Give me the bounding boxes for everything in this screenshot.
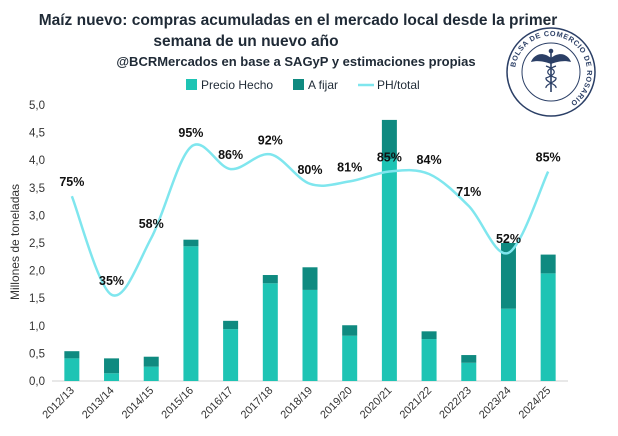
ph-total-label: 71%	[456, 185, 481, 199]
y-tick-label: 1,0	[29, 321, 45, 333]
bar-precio-hecho	[342, 335, 358, 381]
ph-total-label: 80%	[297, 163, 322, 177]
bar-a-fijar	[381, 119, 397, 160]
bar-a-fijar	[461, 355, 477, 363]
bars	[64, 119, 556, 381]
bar-a-fijar	[540, 254, 556, 274]
y-tick-label: 4,5	[29, 128, 45, 140]
bar-precio-hecho	[302, 289, 318, 381]
ph-total-label: 95%	[178, 126, 203, 140]
bar-precio-hecho	[540, 273, 556, 381]
y-tick-label: 0,5	[29, 348, 45, 360]
x-tick-label: 2016/17	[199, 385, 236, 422]
ph-total-label: 52%	[496, 232, 521, 246]
legend: Precio Hecho A fijar PH/total	[186, 78, 420, 92]
x-tick-label: 2012/13	[40, 385, 77, 422]
ph-total-label: 75%	[59, 175, 84, 189]
chart-title-line2: semana de un nuevo año	[153, 33, 338, 50]
legend-label-ph-total: PH/total	[377, 78, 420, 92]
bar-precio-hecho	[223, 329, 239, 381]
bar-a-fijar	[500, 243, 516, 309]
y-tick-label: 5,0	[29, 100, 45, 112]
y-tick-label: 0,0	[29, 376, 45, 388]
x-axis-ticks: 2012/13 2013/14 2014/15 2015/16 2016/17 2017/…	[40, 385, 553, 422]
ph-total-line	[70, 143, 550, 297]
x-tick-label: 2022/23	[437, 385, 474, 422]
chart-title-line1: Maíz nuevo: compras acumuladas en el mer…	[39, 12, 558, 29]
bar-precio-hecho	[262, 283, 278, 381]
x-tick-label: 2018/19	[279, 385, 316, 422]
ph-total-label: 84%	[417, 153, 442, 167]
ph-total-labels: 75% 35% 58% 95% 86% 92% 80% 81% 85% 84% 71% 52% 85%	[59, 126, 560, 288]
bcr-logo: BOLSA DE COMERCIO DE ROSARIO	[506, 27, 596, 117]
ph-total-label: 86%	[218, 148, 243, 162]
bar-precio-hecho	[64, 358, 80, 381]
x-tick-label: 2017/18	[239, 385, 276, 422]
bar-a-fijar	[342, 325, 358, 336]
legend-swatch-a-fijar	[293, 79, 304, 90]
bar-a-fijar	[104, 358, 120, 374]
ph-total-label: 58%	[139, 217, 164, 231]
x-tick-label: 2023/24	[477, 385, 514, 422]
y-tick-label: 3,5	[29, 183, 45, 195]
legend-label-precio-hecho: Precio Hecho	[201, 78, 273, 92]
bar-precio-hecho	[143, 366, 159, 381]
y-tick-label: 3,0	[29, 210, 45, 222]
logo-caduceus-wings	[531, 54, 571, 64]
ph-total-label: 85%	[377, 151, 402, 165]
bar-a-fijar	[143, 356, 159, 367]
x-tick-label: 2020/21	[358, 385, 395, 422]
bar-precio-hecho	[500, 308, 516, 381]
x-tick-label: 2019/20	[318, 385, 355, 422]
ph-total-label: 85%	[536, 151, 561, 165]
ph-total-label: 35%	[99, 274, 124, 288]
logo-caduceus-snakes	[545, 65, 557, 89]
bar-a-fijar	[64, 351, 80, 359]
bar-a-fijar	[421, 331, 437, 340]
bar-precio-hecho	[104, 373, 120, 381]
ph-total-label: 81%	[337, 160, 362, 174]
y-tick-label: 1,5	[29, 293, 45, 305]
bar-precio-hecho	[183, 246, 199, 381]
bar-precio-hecho	[421, 339, 437, 381]
x-tick-label: 2021/22	[398, 385, 435, 422]
y-tick-label: 2,0	[29, 266, 45, 278]
bar-precio-hecho	[381, 159, 397, 381]
x-tick-label: 2014/15	[120, 385, 157, 422]
x-tick-label: 2015/16	[159, 385, 196, 422]
bar-a-fijar	[262, 275, 278, 284]
bar-precio-hecho	[461, 362, 477, 381]
x-tick-label: 2024/25	[517, 385, 554, 422]
chart-subtitle: @BCRMercados en base a SAGyP y estimacio…	[116, 54, 475, 69]
y-axis-label: Millones de toneladas	[8, 184, 22, 300]
y-tick-label: 4,0	[29, 155, 45, 167]
x-tick-label: 2013/14	[80, 385, 117, 422]
bar-a-fijar	[223, 320, 239, 330]
logo-caduceus-top	[548, 48, 554, 54]
logo-inner-ring	[521, 42, 581, 102]
legend-label-a-fijar: A fijar	[308, 78, 338, 92]
bar-a-fijar	[183, 239, 199, 247]
ph-total-label: 92%	[258, 133, 283, 147]
legend-swatch-precio-hecho	[186, 79, 197, 90]
y-axis-ticks: 0,0 0,5 1,0 1,5 2,0 2,5 3,0 3,5 4,0 4,5 5,0	[29, 100, 45, 388]
bar-a-fijar	[302, 267, 318, 290]
y-tick-label: 2,5	[29, 238, 45, 250]
